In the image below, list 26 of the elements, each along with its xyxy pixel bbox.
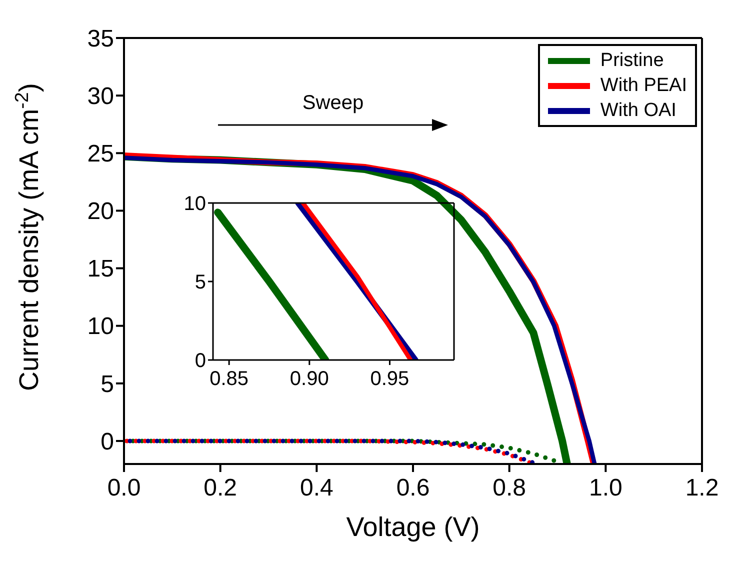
y-tick-label: 10 [184,193,206,215]
y-tick-label: 20 [87,198,114,226]
x-tick-label: 0.90 [290,368,329,390]
x-tick-label: 0.85 [210,368,249,390]
x-tick-label: 0.4 [300,474,334,502]
legend-label: With OAI [600,99,676,123]
x-tick-label: 0.6 [396,474,430,502]
x-tick-label: 1.0 [588,474,622,502]
legend-label: Pristine [600,49,664,73]
y-tick-label: 10 [87,313,114,340]
y-tick-label: 25 [87,140,114,168]
legend-label: With PEAI [600,74,687,98]
y-tick-label: 0 [100,428,114,456]
x-tick-label: 0.8 [492,474,526,502]
x-tick-label: 0.2 [204,474,238,502]
x-tick-label: 1.2 [685,474,719,502]
y-tick-label: 15 [87,256,114,283]
y-tick-label: 5 [194,272,206,294]
y-tick-label: 35 [87,25,114,52]
y-tick-label: 0 [194,350,206,372]
x-tick-label: 0.0 [107,474,141,502]
x-axis-title: Voltage (V) [346,512,480,542]
y-tick-label: 30 [87,82,114,110]
y-tick-label: 5 [100,370,114,398]
x-tick-label: 0.95 [370,368,410,390]
annotation: Sweep [301,92,365,115]
